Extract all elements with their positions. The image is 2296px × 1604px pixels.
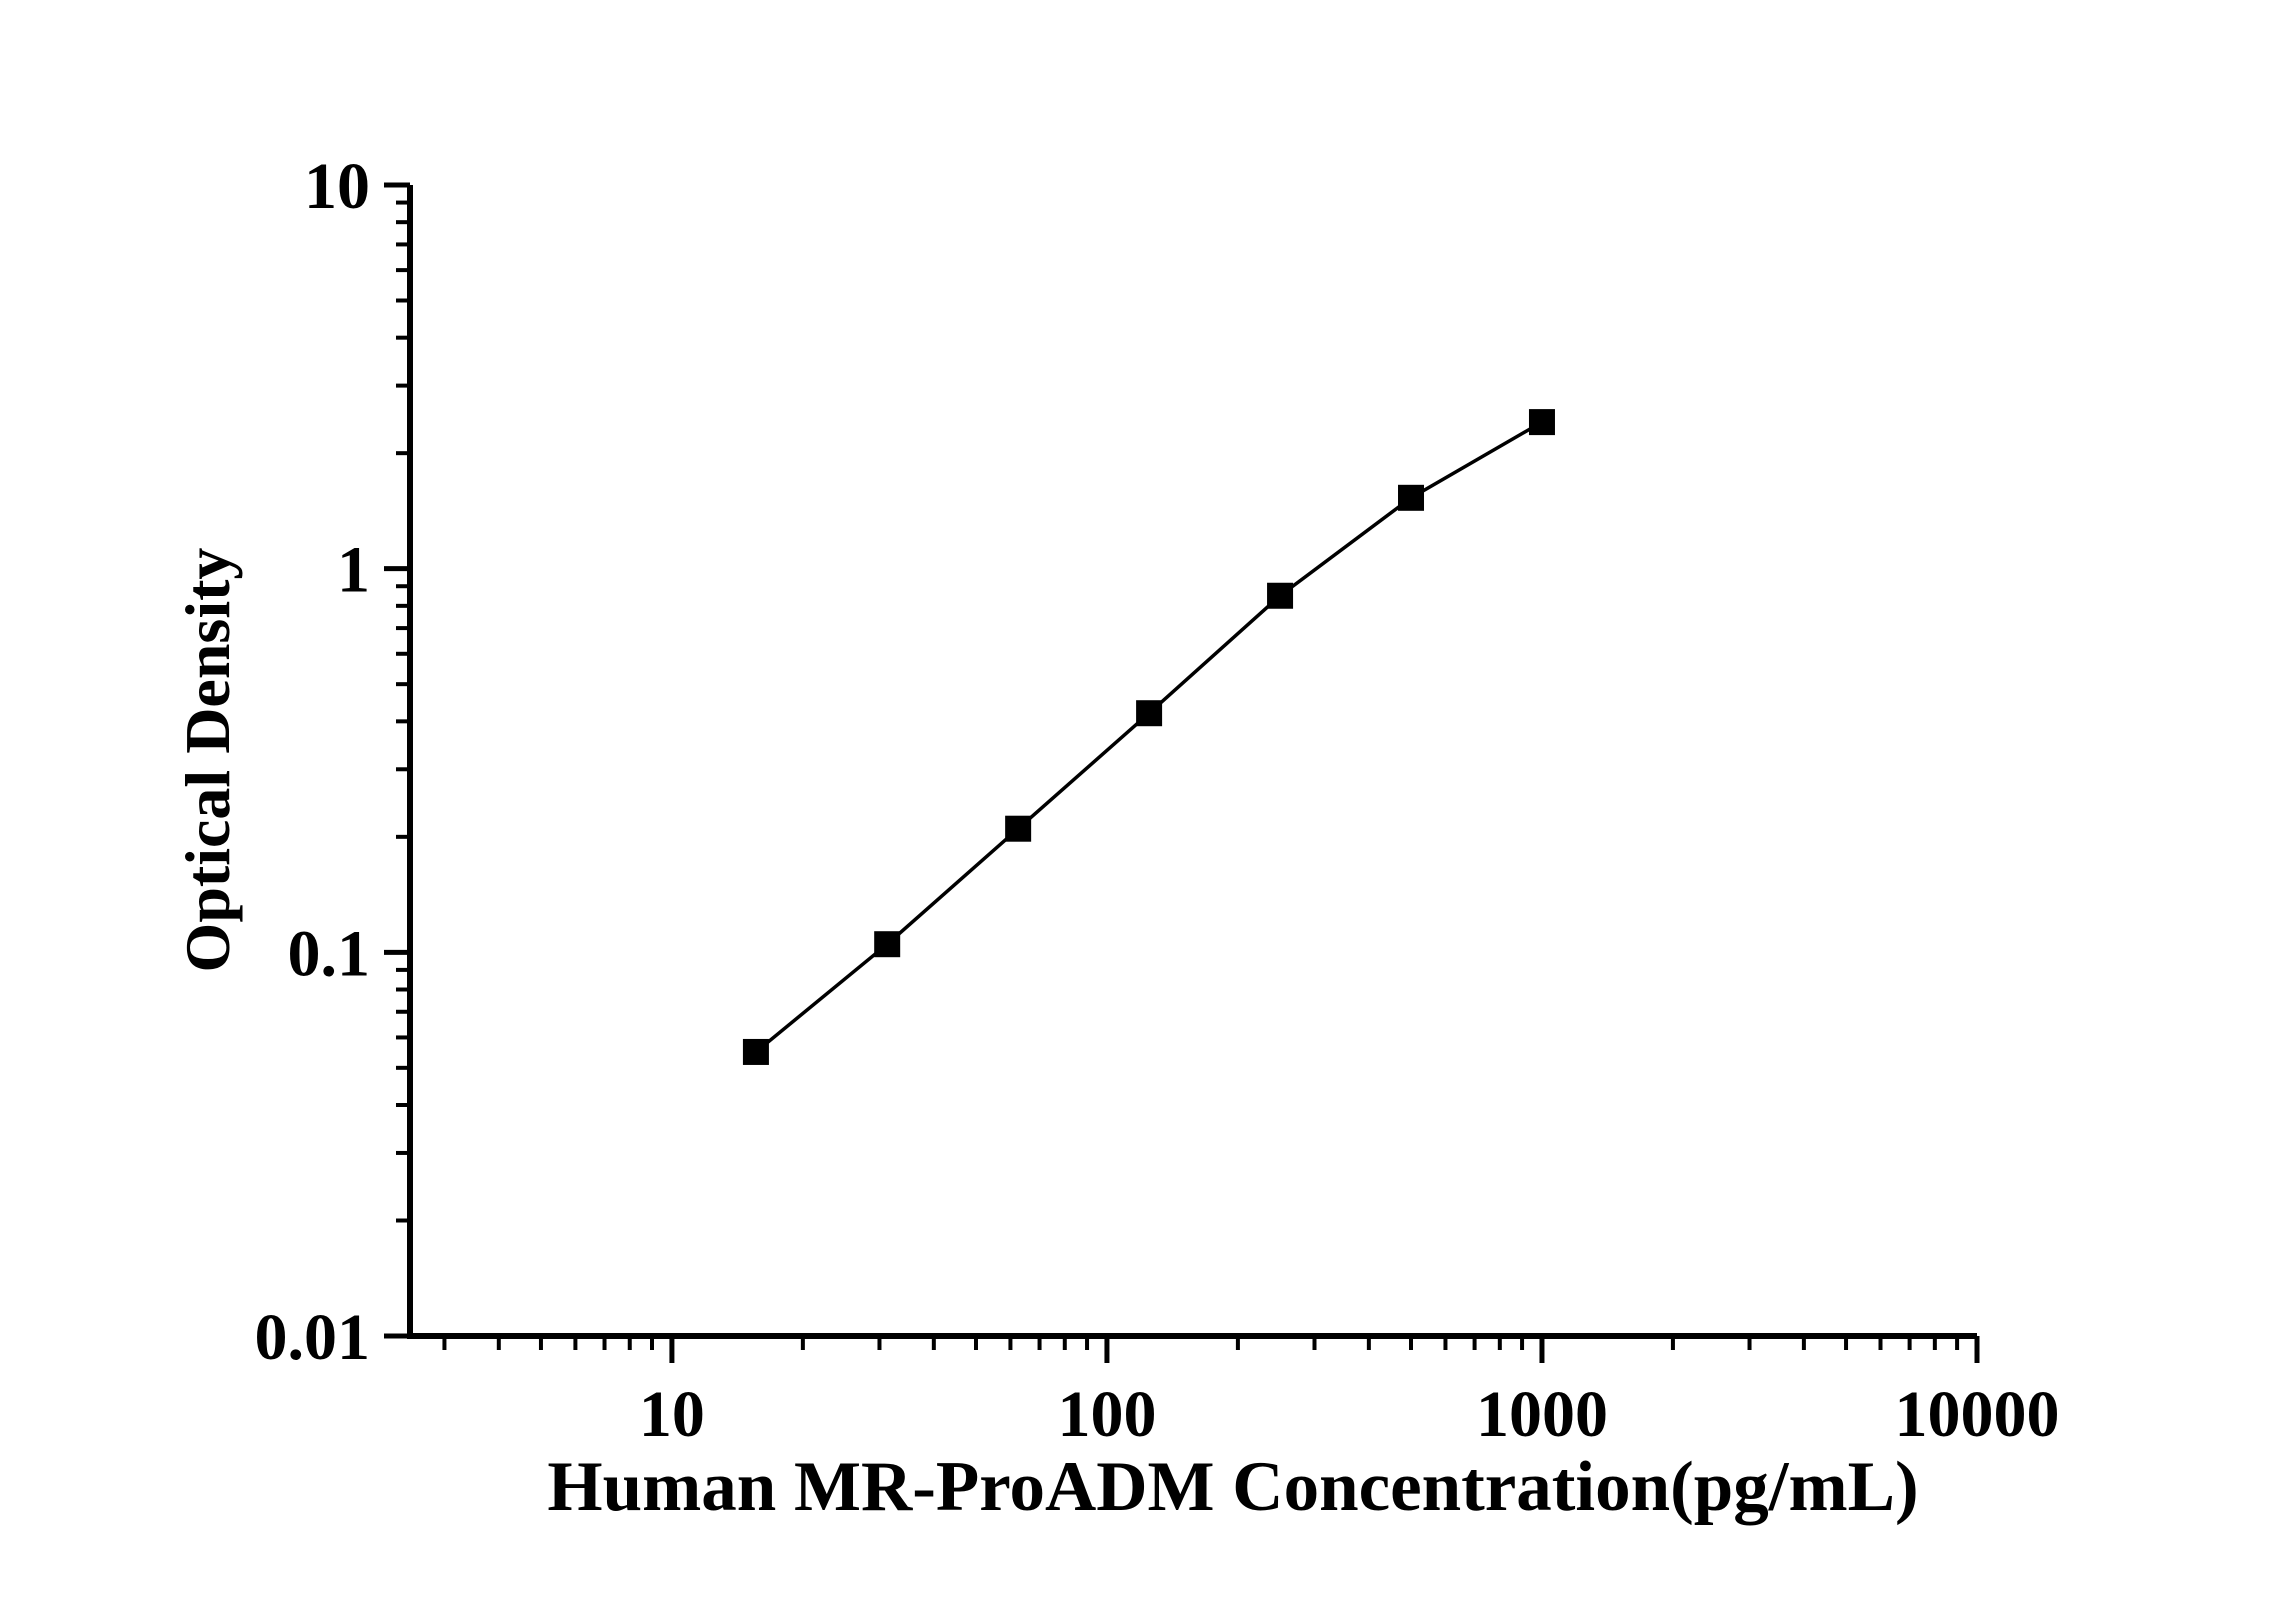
data-point-marker: [1136, 700, 1163, 727]
series-line: [754, 420, 1543, 1054]
data-point-marker: [874, 931, 901, 958]
data-point-marker: [1398, 484, 1425, 511]
y-tick-label: 1: [337, 534, 370, 607]
x-tick-label: 10: [639, 1378, 705, 1451]
y-axis-title: Optical Density: [172, 548, 243, 973]
x-axis-title: Human MR-ProADM Concentration(pg/mL): [547, 1448, 1918, 1526]
y-tick-label: 10: [304, 150, 370, 223]
axis-spines: [407, 185, 1977, 1339]
axis-ticks: [384, 182, 1980, 1363]
data-series: [742, 409, 1555, 1065]
data-point-marker: [1528, 409, 1555, 436]
x-tick-label: 10000: [1895, 1378, 2060, 1451]
y-tick-label: 0.01: [255, 1301, 371, 1374]
x-tick-label: 100: [1057, 1378, 1156, 1451]
data-point-marker: [1005, 815, 1032, 842]
axis-spine: [407, 185, 1977, 1339]
x-tick-label: 1000: [1476, 1378, 1608, 1451]
axis-tick-labels: 10 100 1000 10000 0.01 0.1 1 10: [255, 150, 2060, 1451]
data-point-marker: [742, 1038, 769, 1065]
data-point-marker: [1267, 582, 1294, 609]
y-tick-label: 0.1: [288, 917, 371, 990]
